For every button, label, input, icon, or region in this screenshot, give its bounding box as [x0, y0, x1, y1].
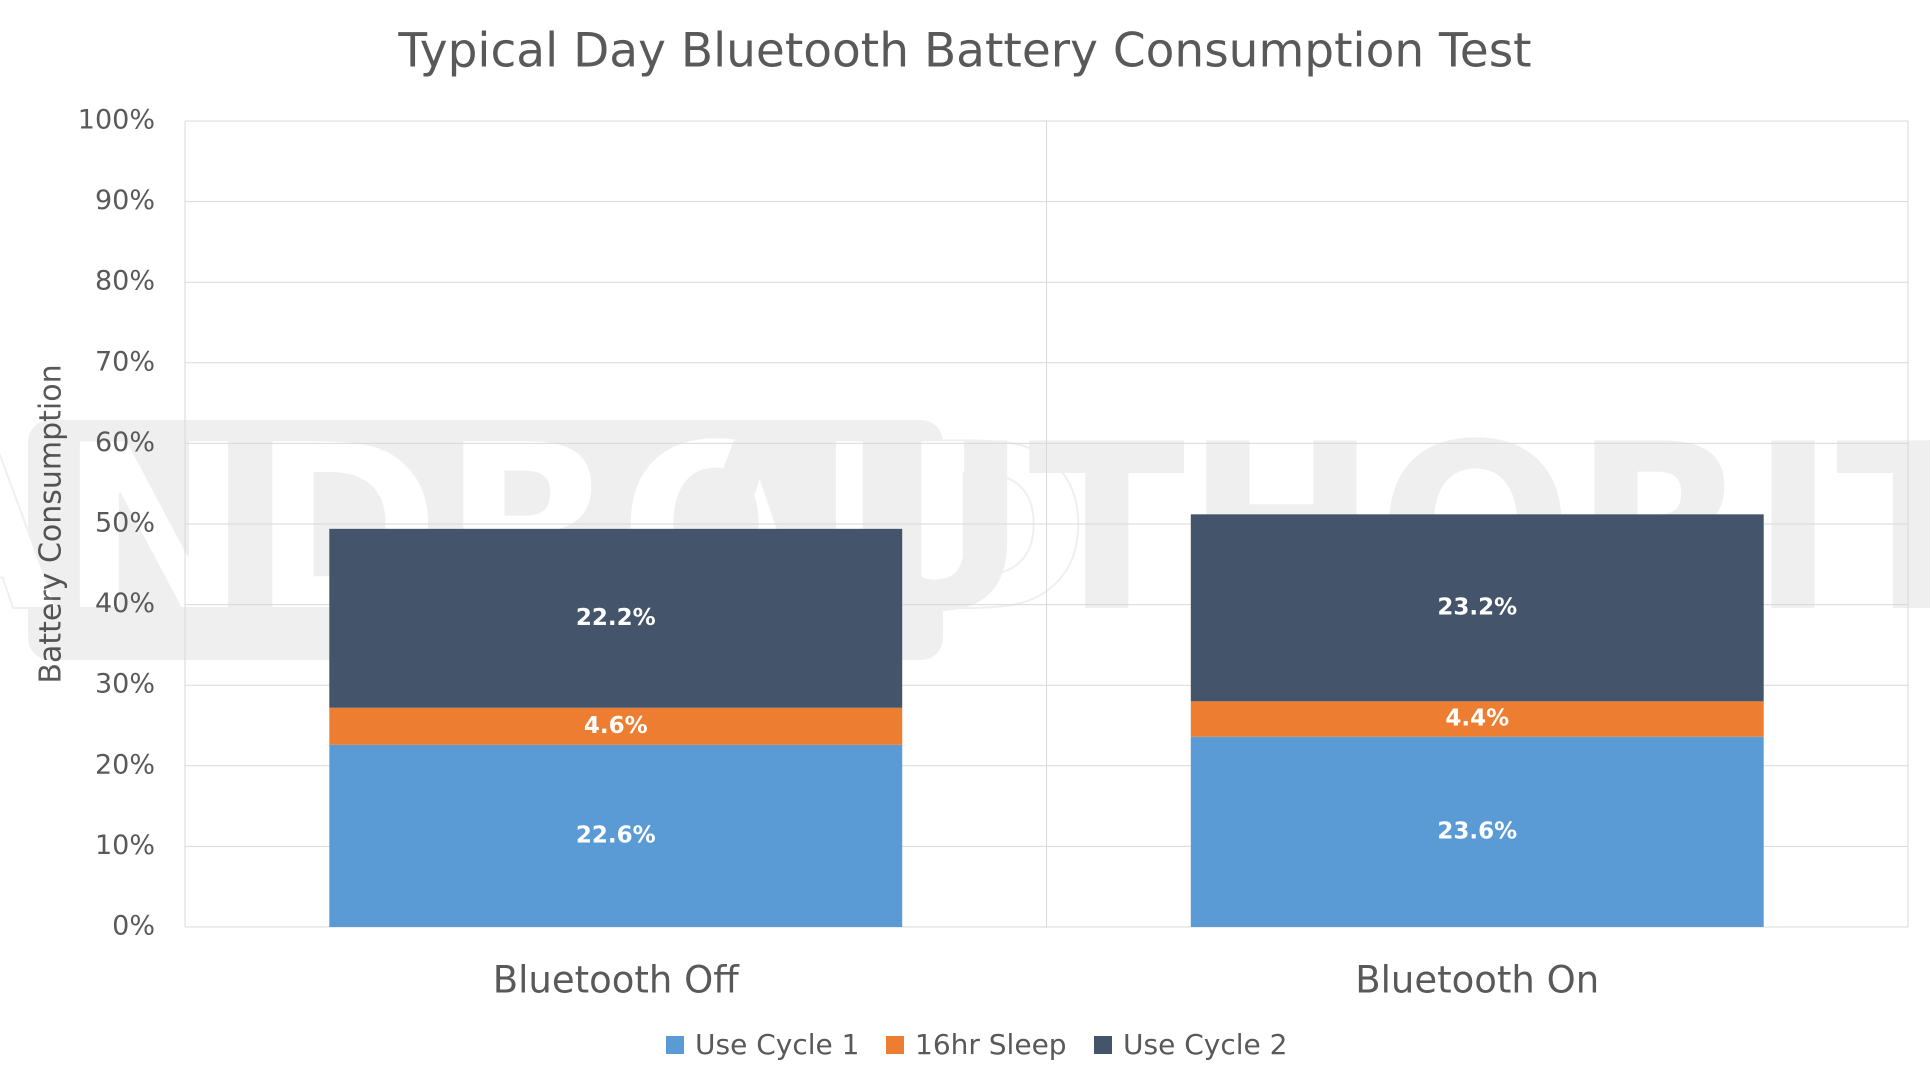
x-tick-label: Bluetooth Off [493, 959, 741, 1002]
y-axis-label: Battery Consumption [34, 364, 69, 683]
y-tick-label: 100% [78, 105, 155, 136]
data-label: 23.6% [1437, 818, 1517, 844]
y-tick-label: 10% [95, 830, 155, 861]
bar-segment [1190, 736, 1764, 927]
y-tick-label: 80% [95, 266, 155, 297]
data-label: 4.4% [1445, 706, 1509, 732]
y-tick-label: 50% [95, 508, 155, 539]
legend-swatch [886, 1036, 904, 1054]
x-tick-label: Bluetooth On [1355, 959, 1599, 1002]
bar-segment [1190, 701, 1764, 737]
bar-segment [329, 744, 903, 927]
bar-segment [1190, 514, 1764, 702]
y-tick-label: 30% [95, 669, 155, 700]
y-tick-label: 0% [112, 911, 155, 942]
legend-swatch [666, 1036, 684, 1054]
chart-title: Typical Day Bluetooth Battery Consumptio… [397, 24, 1531, 79]
y-tick-label: 70% [95, 346, 155, 377]
bar-segment [329, 707, 903, 745]
legend-label: Use Cycle 2 [1123, 1028, 1287, 1061]
data-label: 22.6% [576, 822, 656, 848]
data-label: 4.6% [584, 713, 648, 739]
y-tick-label: 90% [95, 185, 155, 216]
legend-label: 16hr Sleep [915, 1028, 1067, 1061]
legend-label: Use Cycle 1 [695, 1028, 859, 1061]
y-tick-label: 20% [95, 749, 155, 780]
data-label: 22.2% [576, 605, 656, 631]
y-tick-label: 40% [95, 588, 155, 619]
legend-swatch [1094, 1036, 1112, 1054]
y-tick-label: 60% [95, 427, 155, 458]
data-label: 23.2% [1437, 594, 1517, 620]
bar-segment [329, 528, 903, 708]
